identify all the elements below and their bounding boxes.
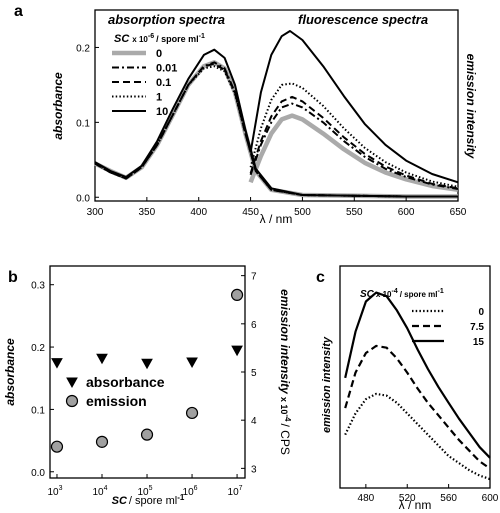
panel-c-series <box>344 291 491 481</box>
panel-b-emission-point-3 <box>185 406 199 420</box>
panel-a-emission-line-2 <box>249 95 459 190</box>
annotation-absorption-spectra: absorption spectra <box>108 12 225 27</box>
panel-b-legend-label-0: absorbance <box>86 374 165 390</box>
panel-a-legend-label-0: 0 <box>156 48 162 60</box>
panel-c-x-tick-label-3: 600 <box>482 493 499 504</box>
panel-b-x-tick-label-0: 103 <box>47 485 62 498</box>
panel-a-x-tick-label-2: 400 <box>190 207 207 218</box>
panel-a-emission-line-3 <box>249 82 459 188</box>
panel-a-y-axis-label: absorbance <box>51 72 65 140</box>
panel-b-right-y-tick-label-3: 6 <box>251 320 257 331</box>
panel-b-right-axis-label: emission intensityx 10-4/ CPS <box>278 289 292 455</box>
panel-c-x-tick-label-1: 520 <box>399 493 416 504</box>
panel-a-emission-line-1 <box>249 102 459 190</box>
panel-c-legend-label-0: 0 <box>478 307 484 318</box>
panel-b-scatter: 103 104 105 106 107 0.0 0.1 0.2 0.3 3 4 5 6 7 absor… <box>3 265 292 507</box>
panel-a-legend-label-1: 0.01 <box>156 63 177 75</box>
panel-a-y-tick-label-1: 0.1 <box>76 118 90 129</box>
panel-b-x-tick-label-1: 104 <box>92 485 107 498</box>
panel-b-x-ticks: 103 104 105 106 107 <box>47 474 243 498</box>
panel-b-right-y-tick-label-2: 5 <box>251 368 257 379</box>
panel-a-absorption-line-4 <box>94 48 458 198</box>
panel-a-x-tick-label-6: 600 <box>398 207 415 218</box>
panel-a-x-tick-label-5: 550 <box>346 207 363 218</box>
panel-b-y-tick-label-2: 0.2 <box>31 343 45 354</box>
panel-b-y-tick-label-3: 0.3 <box>31 281 45 292</box>
panel-c-legend-label-1: 7.5 <box>470 322 484 333</box>
panel-c-x-tick-label-0: 480 <box>358 493 375 504</box>
panel-b-x-tick-label-4: 107 <box>228 485 243 498</box>
panel-c-line-2 <box>344 291 491 459</box>
panel-a-right-axis-label: emission intensity <box>464 54 478 160</box>
panel-b-y-ticks: 0.0 0.1 0.2 0.3 <box>31 281 54 479</box>
panel-a-axes-frame <box>94 9 459 202</box>
panel-b-absorbance-point-1 <box>96 353 108 365</box>
panel-a-y-ticks: 0.0 0.1 0.2 <box>76 43 99 204</box>
panel-a-spectra: 300 350 400 450 500 550 600 650 0.0 0.1 0.2 absor… <box>51 9 478 226</box>
panel-b-series <box>50 288 244 453</box>
panel-b-right-y-ticks: 3 4 5 6 7 <box>241 272 257 475</box>
panel-a-emission-line-0 <box>248 113 459 193</box>
panel-b-absorbance-point-4 <box>231 345 243 357</box>
panel-b-emission-point-1 <box>95 435 109 448</box>
panel-a-x-tick-label-7: 650 <box>450 207 467 218</box>
panel-b-legend-marker-1 <box>65 394 79 408</box>
panel-b-absorbance-point-0 <box>51 358 63 369</box>
panel-b-emission-point-2 <box>140 428 154 441</box>
panel-a-x-tick-label-1: 350 <box>139 207 156 218</box>
panel-a-legend-label-3: 1 <box>156 92 162 104</box>
panel-c-legend: 0 7.5 15 <box>412 307 484 348</box>
panel-a-y-tick-label-2: 0.2 <box>76 43 90 54</box>
panel-c-spectra: 480 520 560 600 SC x 10-4/ spore ml-1 0 7.5 15… <box>321 265 499 512</box>
panel-c-legend-title: SC x 10-4/ spore ml-1 <box>360 288 444 300</box>
panel-c-x-axis-label: λ / nm <box>399 498 432 512</box>
panel-b-emission-point-4 <box>230 288 244 302</box>
panel-a-x-tick-label-3: 450 <box>242 207 259 218</box>
panel-c-axes-frame <box>339 265 491 489</box>
panel-b-x-axis-label: SC / spore ml-1 <box>112 493 185 507</box>
panel-a-x-axis-label: λ / nm <box>260 212 293 226</box>
panel-c-legend-label-2: 15 <box>473 337 485 348</box>
panel-b-legend-marker-0 <box>66 377 78 389</box>
panel-b-right-y-tick-label-4: 7 <box>251 272 257 283</box>
panel-b-axes-frame <box>49 265 246 479</box>
panel-label-b: b <box>8 269 18 286</box>
panel-b-right-y-tick-label-1: 4 <box>251 416 257 427</box>
panel-c-x-ticks: 480 520 560 600 <box>358 484 499 504</box>
panel-b-y-axis-label: absorbance <box>3 338 17 406</box>
panel-b-x-tick-label-2: 105 <box>138 485 153 498</box>
panel-a-emission-line-4 <box>249 30 459 184</box>
panel-b-right-y-tick-label-0: 3 <box>251 464 257 475</box>
panel-a-legend-label-4: 10 <box>156 106 168 118</box>
panel-a-x-ticks: 300 350 400 450 500 550 600 650 <box>87 197 467 218</box>
panel-b-x-tick-label-3: 106 <box>183 485 198 498</box>
panel-a-x-tick-label-4: 500 <box>294 207 311 218</box>
panel-label-a: a <box>14 3 23 20</box>
panel-b-y-tick-label-0: 0.0 <box>31 468 45 479</box>
panel-b-legend: absorbance emission <box>65 374 165 409</box>
panel-a-y-tick-label-0: 0.0 <box>76 193 90 204</box>
panel-a-x-tick-label-0: 300 <box>87 207 104 218</box>
panel-a-legend-title: SC x 10-6/ spore ml-1 <box>114 33 205 45</box>
panel-b-absorbance-point-2 <box>141 358 153 370</box>
panel-b-emission-point-0 <box>50 440 64 453</box>
panel-c-x-tick-label-2: 560 <box>440 493 457 504</box>
panel-c-line-0 <box>344 392 491 481</box>
panel-b-y-tick-label-1: 0.1 <box>31 405 45 416</box>
panel-c-line-1 <box>344 344 491 470</box>
panel-label-c: c <box>316 269 325 286</box>
panel-b-absorbance-point-3 <box>186 357 198 369</box>
panel-b-legend-label-1: emission <box>86 393 147 409</box>
panel-a-series <box>94 30 459 199</box>
panel-c-y-axis-label: emission intensity <box>321 336 333 433</box>
annotation-fluorescence-spectra: fluorescence spectra <box>298 12 428 27</box>
panel-a-legend: 0 0.01 0.1 1 10 <box>112 48 177 118</box>
panel-a-legend-label-2: 0.1 <box>156 77 171 89</box>
